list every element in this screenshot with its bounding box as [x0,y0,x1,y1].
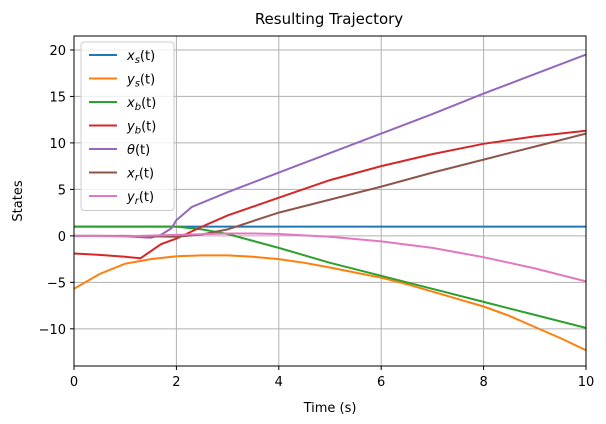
y-tick-label: 20 [49,44,66,59]
x-tick-label: 6 [377,375,385,390]
x-tick-label: 4 [275,375,283,390]
legend: xs(t) ys(t) xb(t) yb(t) θ(t) xr(t) yr(t) [80,41,175,211]
y-tick-label: −10 [39,323,66,338]
legend-entry-label: θ(t) [127,143,150,158]
chart-title: Resulting Trajectory [255,10,403,28]
legend-entry-label: xr(t) [126,167,154,184]
plot-frame [73,35,587,367]
series-line-x-r [74,132,586,238]
series-group [74,53,586,352]
x-tick-label: 8 [479,375,487,390]
x-axis-label: Time (s) [303,401,357,416]
y-tick-label: −5 [47,276,66,291]
x-tick-label: 2 [172,375,180,390]
series-line-x-b [74,225,586,329]
y-tick-label: 5 [58,183,66,198]
y-tick-label: 10 [49,137,66,152]
ticks: 0 2 4 6 8 10 −10 −5 0 5 10 15 20 [39,44,595,390]
y-tick-label: 15 [49,90,66,105]
y-tick-label: 0 [58,230,66,245]
legend-entry-label: xs(t) [126,49,155,66]
legend-entry-label: yb(t) [126,120,156,137]
series-line-y-r [74,232,586,283]
series-line-y-s [74,254,586,352]
x-tick-label: 0 [70,375,78,390]
series-line-y-b [74,129,586,260]
legend-box [80,41,175,211]
y-axis-label: States [11,180,26,221]
x-tick-label: 10 [578,375,595,390]
legend-entry-label: xb(t) [126,96,156,113]
legend-entry-label: yr(t) [126,190,154,207]
legend-entry-label: ys(t) [126,73,155,90]
